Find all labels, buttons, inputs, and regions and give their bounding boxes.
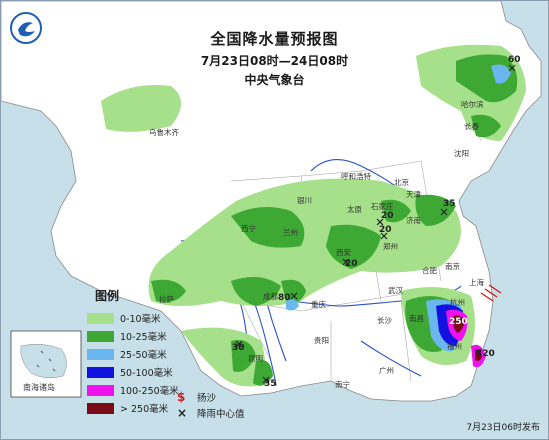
legend-item: 100-250毫米 [87, 381, 197, 399]
typhoon-icon [480, 284, 502, 302]
city-label: 石家庄 [371, 202, 394, 211]
city-label: 太原 [347, 205, 362, 214]
rain-center-value: 80 [278, 293, 291, 303]
rain-center-value: 35 [443, 199, 456, 209]
city-label: 上海 [469, 278, 484, 287]
city-label: 天津 [406, 190, 421, 199]
city-label: 贵阳 [314, 336, 329, 345]
legend-swatch [87, 330, 114, 342]
city-label: 呼和浩特 [341, 172, 371, 181]
city-label: 杭州 [450, 298, 465, 307]
city-label: 西宁 [241, 224, 256, 233]
legend-label: 50-100毫米 [120, 368, 173, 379]
rain-center-markers [235, 64, 516, 384]
rain-center-value: 20 [381, 211, 394, 221]
legend-label: 10-25毫米 [120, 332, 167, 343]
city-label: 沈阳 [454, 149, 469, 158]
legend-label: 0-10毫米 [120, 314, 161, 325]
city-label: 拉萨 [159, 295, 174, 304]
rain-center-value: 20 [379, 225, 392, 235]
city-label: 西安 [336, 248, 351, 257]
rain-center-value: 250 [449, 317, 468, 327]
city-label: 广州 [379, 366, 394, 375]
city-label: 成都 [263, 292, 278, 301]
city-label: 南昌 [409, 314, 424, 323]
city-label: 乌鲁木齐 [149, 128, 179, 137]
rain-center-value: 60 [508, 55, 521, 65]
legend-label: 100-250毫米 [120, 386, 179, 397]
city-label: 武汉 [388, 286, 403, 295]
legend-swatch [87, 348, 114, 360]
city-label: 北京 [394, 178, 409, 187]
legend-symbol-item: $ 扬沙 [177, 389, 245, 405]
city-label: 长沙 [377, 316, 392, 325]
city-label: 兰州 [283, 228, 298, 237]
legend-label: 25-50毫米 [120, 350, 167, 361]
legend-item: 25-50毫米 [87, 345, 197, 363]
issue-time: 7月23日06时发布 [466, 423, 540, 433]
city-label: 南宁 [335, 380, 350, 389]
map-title: 全国降水量预报图 [210, 30, 339, 48]
city-label: 济南 [406, 216, 421, 225]
city-label: 南京 [445, 262, 460, 271]
rain-center-value: 30 [232, 343, 245, 353]
map-legend: 图例 0-10毫米 10-25毫米 25-50毫米 50-100毫米 100-2… [87, 287, 197, 417]
legend-symbol-label: 降雨中心值 [197, 409, 245, 420]
symbol-legend: $ 扬沙 × 降雨中心值 [177, 389, 245, 421]
legend-item: 10-25毫米 [87, 327, 197, 345]
legend-swatch [87, 402, 114, 414]
inset-label: 南海诸岛 [23, 383, 55, 392]
city-label: 福州 [447, 342, 462, 351]
city-label: 哈尔滨 [461, 100, 484, 109]
sand-blowing-icon: $ [177, 390, 186, 404]
legend-item: > 250毫米 [87, 399, 197, 417]
legend-symbol-item: × 降雨中心值 [177, 405, 245, 421]
legend-swatch [87, 312, 114, 324]
legend-item: 50-100毫米 [87, 363, 197, 381]
time-range: 7月23日08时—24日08时 [200, 54, 349, 68]
city-label: 重庆 [311, 300, 326, 309]
legend-swatch [87, 366, 114, 378]
agency-name: 中央气象台 [244, 73, 305, 87]
legend-symbol-label: 扬沙 [197, 393, 217, 404]
rain-center-value: 20 [345, 259, 358, 269]
rain-center-value: 320 [476, 349, 495, 359]
rain-center-icon: × [177, 406, 188, 420]
city-label: 郑州 [383, 242, 398, 251]
cma-logo-icon [10, 12, 42, 44]
legend-swatch [87, 384, 114, 396]
city-label: 合肥 [422, 266, 437, 275]
legend-title: 图例 [95, 289, 120, 303]
south-china-sea-inset [10, 330, 82, 398]
legend-item: 0-10毫米 [87, 309, 197, 327]
legend-label: > 250毫米 [120, 404, 169, 415]
city-label: 长春 [464, 122, 479, 131]
city-label: 昆明 [248, 354, 263, 363]
city-label: 银川 [297, 196, 312, 205]
rain-center-value: 35 [264, 379, 277, 389]
